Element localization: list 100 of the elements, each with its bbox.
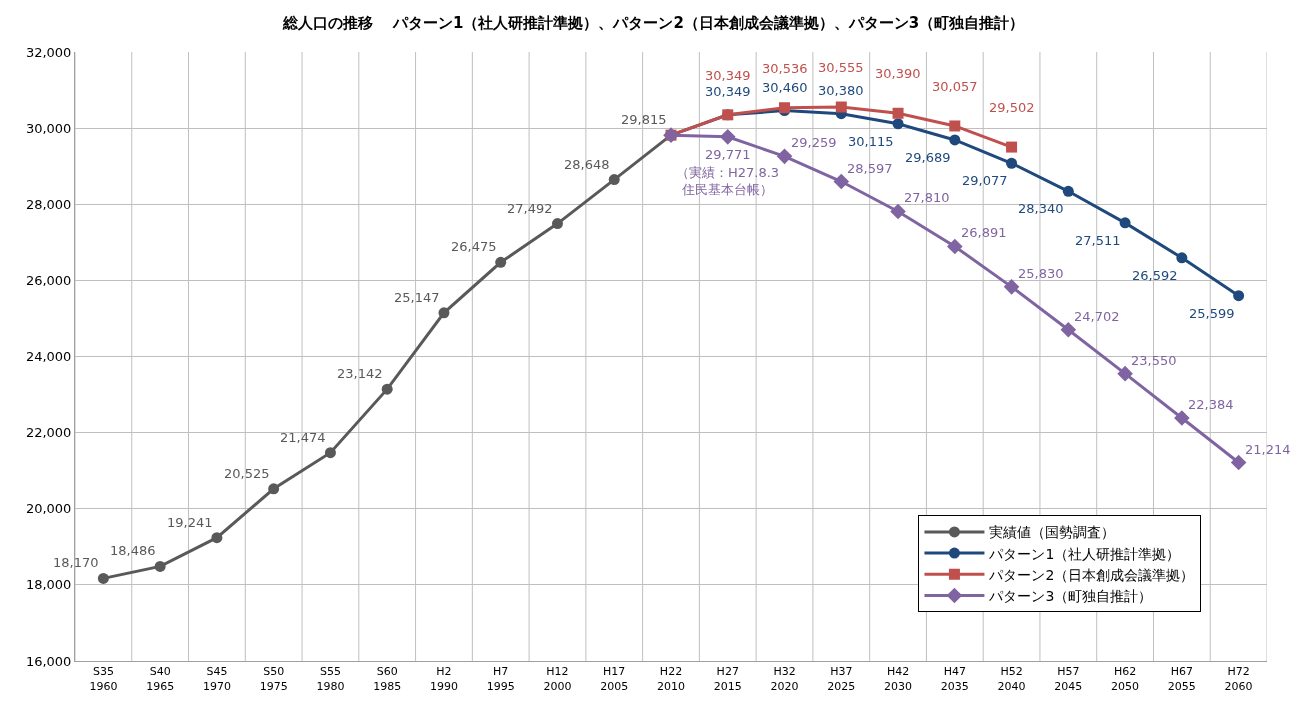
point — [1006, 141, 1018, 153]
point — [1003, 279, 1020, 295]
point — [1176, 252, 1188, 264]
data-label: 30,536 — [762, 61, 808, 76]
point — [268, 483, 280, 495]
data-label: 18,486 — [110, 543, 156, 558]
data-label: 23,142 — [337, 366, 383, 381]
x-tick-label: H12 2000 — [543, 665, 572, 693]
point — [892, 107, 904, 119]
point — [1230, 454, 1247, 471]
data-label: 30,057 — [932, 79, 978, 94]
data-label: 30,349 — [705, 68, 751, 83]
data-label: 20,525 — [224, 466, 270, 481]
x-tick-label: H27 2015 — [713, 665, 742, 693]
x-tick-label: H2 1990 — [429, 665, 458, 693]
y-tick-label: 18,000 — [25, 577, 72, 593]
x-tick-label: S60 1985 — [373, 665, 402, 693]
point — [1119, 217, 1131, 229]
point — [211, 532, 223, 544]
x-tick-label: H62 2050 — [1111, 665, 1140, 693]
data-label: 29,689 — [905, 150, 951, 165]
data-label: 29,259 — [791, 135, 837, 150]
point — [551, 218, 563, 230]
legend-label: パターン1（社人研推計準拠） — [988, 545, 1181, 562]
data-label: 28,340 — [1018, 201, 1064, 216]
data-label: 30,390 — [875, 66, 921, 81]
x-tick-label: H67 2055 — [1167, 665, 1196, 693]
data-label: 22,384 — [1188, 397, 1234, 412]
y-tick-label: 24,000 — [25, 349, 72, 365]
point — [1006, 157, 1018, 169]
data-label: 28,597 — [847, 161, 893, 176]
x-tick-label: S35 1960 — [89, 665, 118, 693]
point — [835, 101, 847, 113]
point — [776, 148, 793, 165]
x-tick-label: S40 1965 — [146, 665, 175, 693]
data-label: 27,492 — [507, 201, 553, 216]
data-label: 26,592 — [1132, 268, 1178, 283]
point — [719, 129, 736, 145]
y-tick-label: 26,000 — [25, 272, 72, 288]
data-label: 21,474 — [280, 430, 326, 445]
y-tick-label: 28,000 — [25, 196, 72, 212]
data-label: 30,460 — [762, 80, 808, 95]
x-tick-label: S55 1980 — [316, 665, 345, 693]
y-tick-label: 20,000 — [25, 501, 72, 517]
data-label: 26,891 — [961, 225, 1007, 240]
point — [890, 203, 906, 220]
data-label: 29,502 — [989, 100, 1035, 115]
x-tick-label: H47 2035 — [940, 665, 969, 693]
data-label: 26,475 — [451, 239, 497, 254]
point — [97, 572, 109, 584]
x-tick-label: H42 2030 — [884, 665, 913, 693]
legend-label: 実績値（国勢調査） — [989, 524, 1116, 541]
x-tick-label: S50 1975 — [259, 665, 288, 693]
data-label: 28,648 — [564, 157, 610, 172]
point — [1060, 321, 1077, 338]
data-label: 19,241 — [167, 515, 213, 530]
x-tick-label: H32 2020 — [770, 665, 799, 693]
y-tick-label: 22,000 — [25, 425, 72, 441]
legend-label: パターン3（町独自推計） — [988, 587, 1153, 604]
y-tick-label: 32,000 — [25, 44, 72, 60]
data-label: 25,830 — [1018, 266, 1064, 281]
point — [947, 238, 963, 255]
point — [495, 256, 507, 268]
x-tick-label: H72 2060 — [1224, 665, 1253, 693]
point — [438, 307, 450, 319]
point — [833, 173, 850, 190]
data-label: 30,115 — [848, 134, 894, 149]
data-label: 25,599 — [1189, 306, 1235, 321]
data-label: 23,550 — [1131, 353, 1177, 368]
point — [381, 383, 393, 395]
data-label: 27,810 — [904, 190, 950, 205]
point — [1233, 290, 1245, 302]
data-label: 30,380 — [818, 83, 864, 98]
data-label: 29,815 — [621, 112, 667, 127]
data-label: 24,702 — [1074, 309, 1120, 324]
point — [1117, 365, 1133, 382]
x-tick-label: H17 2005 — [600, 665, 629, 693]
data-label: 21,214 — [1245, 442, 1291, 457]
y-tick-label: 16,000 — [25, 653, 72, 669]
data-label: 27,511 — [1075, 233, 1121, 248]
data-label: 29,771 — [705, 147, 751, 162]
point — [892, 118, 904, 130]
y-tick-label: 30,000 — [25, 120, 72, 136]
point — [154, 560, 166, 572]
x-tick-label: H22 2010 — [657, 665, 685, 693]
point — [608, 174, 620, 186]
point — [949, 134, 961, 146]
data-label: 30,555 — [818, 60, 864, 75]
x-tick-label: H37 2025 — [827, 665, 856, 693]
point — [1062, 185, 1074, 197]
x-tick-label: H57 2045 — [1054, 665, 1083, 693]
x-tick-label: S45 1970 — [202, 665, 231, 693]
chart-title: 総人口の推移 パターン1（社人研推計準拠）、パターン2（日本創成会議準拠）、パターン3（町独自推計） — [281, 14, 1025, 33]
annotation: （実績：H27.8.3 住民基本台帳） — [676, 165, 780, 197]
data-label: 29,077 — [962, 173, 1008, 188]
point — [324, 447, 336, 459]
point — [949, 120, 961, 132]
data-label: 30,349 — [705, 84, 751, 99]
x-tick-label: H7 1995 — [486, 665, 515, 693]
point — [1174, 410, 1190, 426]
